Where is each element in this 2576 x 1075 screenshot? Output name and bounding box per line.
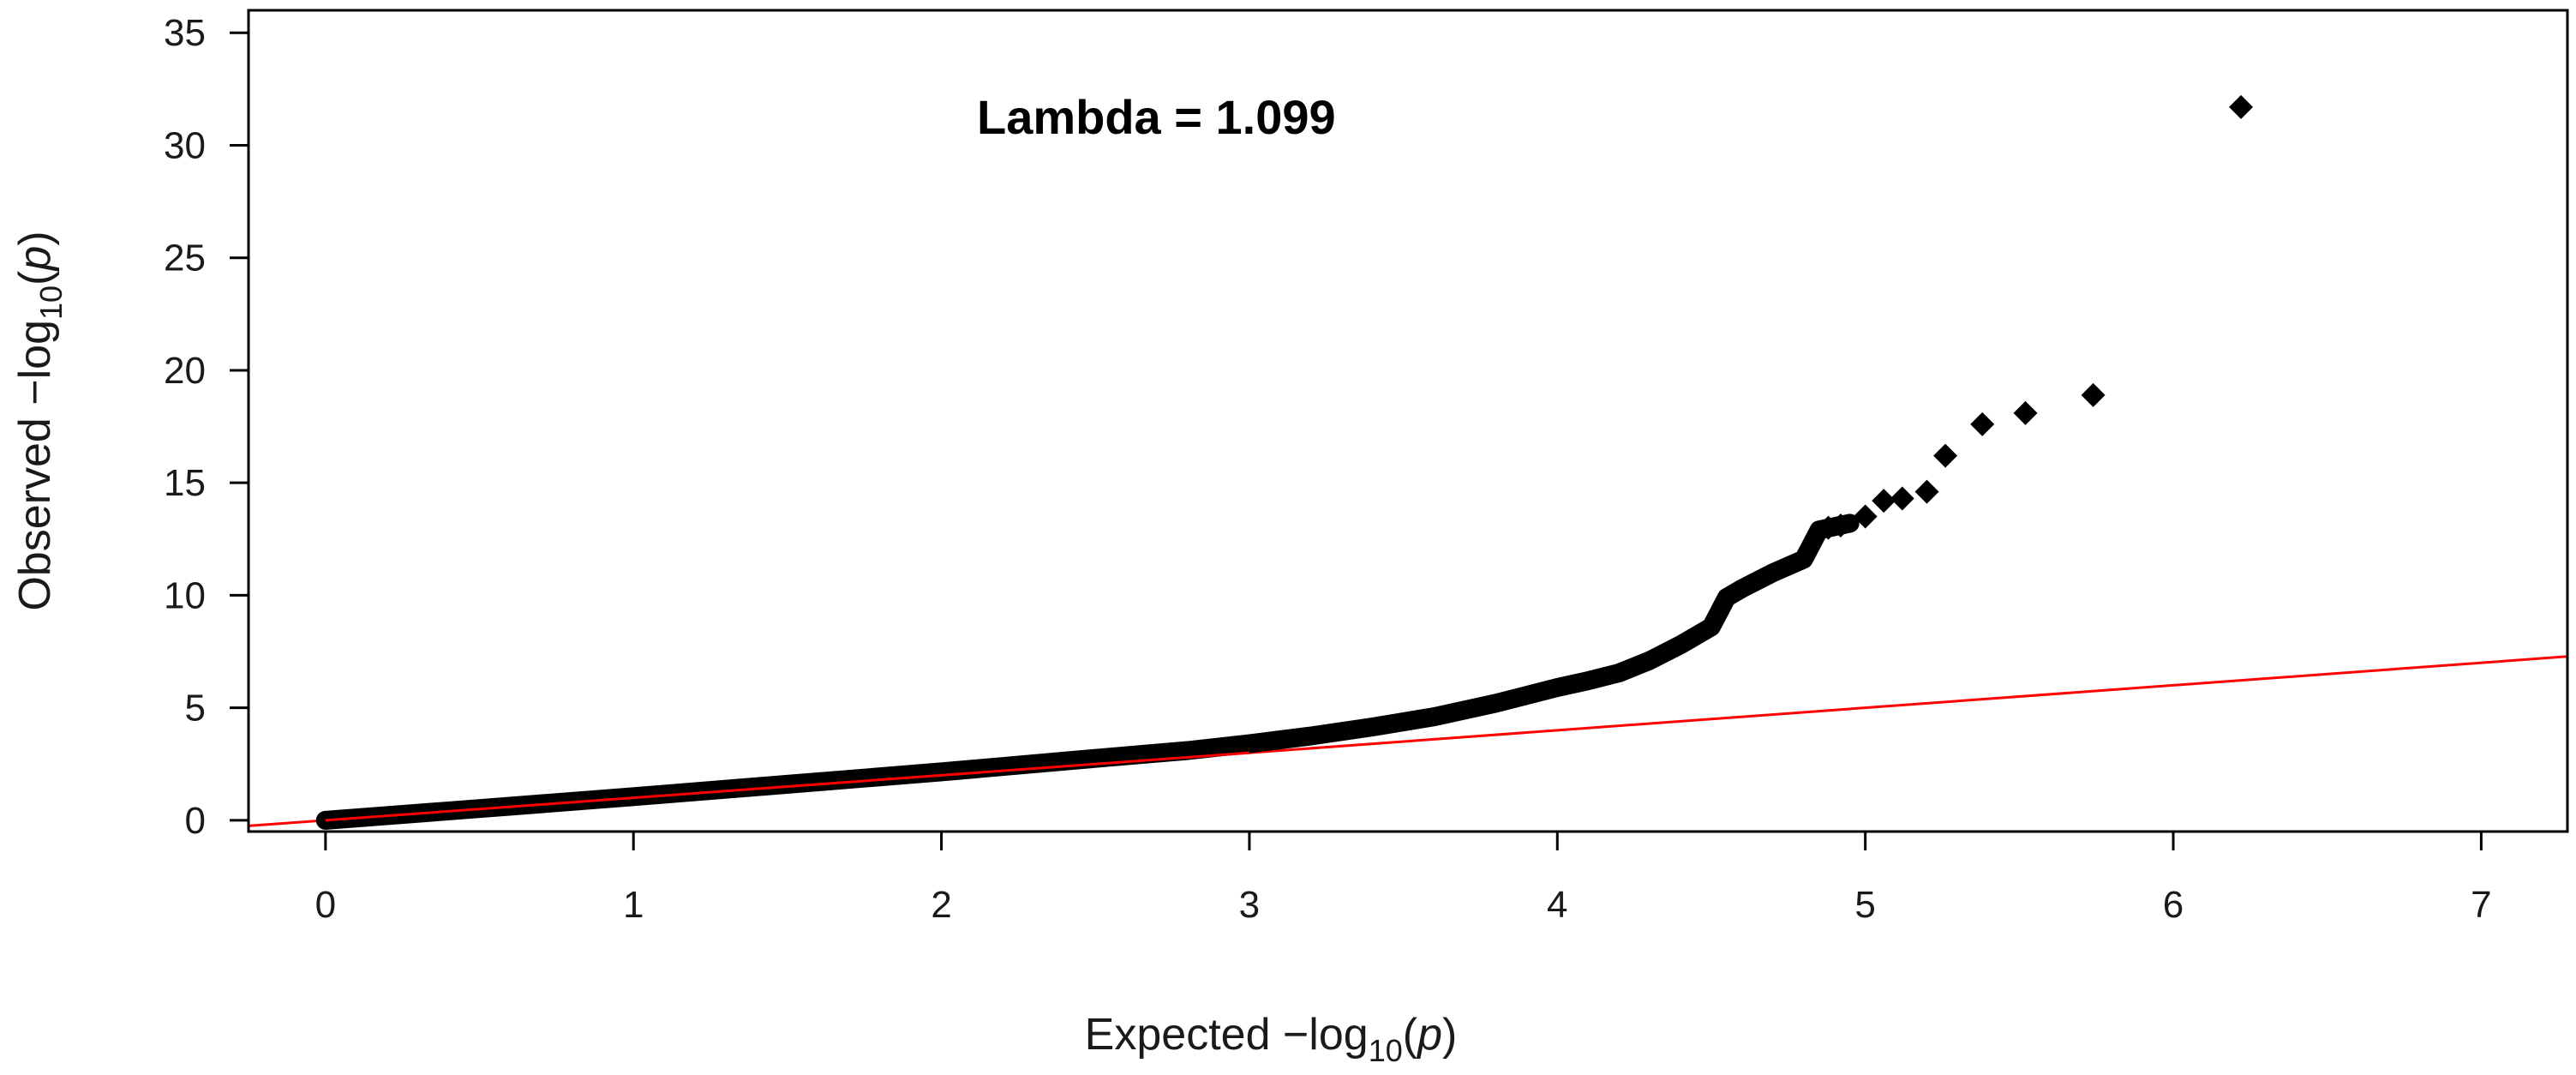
x-tick-label: 0 (315, 884, 336, 926)
y-tick-label: 5 (185, 688, 206, 730)
x-axis-title: Expected −log10(p) (1085, 1010, 1458, 1068)
data-point (1872, 489, 1896, 513)
data-point (2081, 382, 2106, 407)
data-point (1828, 513, 1853, 538)
data-point (1853, 504, 1878, 529)
y-tick-label: 20 (164, 350, 206, 392)
data-point (2229, 94, 2254, 119)
data-point (1970, 411, 1995, 436)
x-tick-label: 6 (2163, 884, 2184, 926)
lambda-annotation: Lambda = 1.099 (977, 90, 1336, 144)
plot-area (249, 94, 2567, 830)
observed-points-band (315, 513, 1860, 830)
x-axis-title-variable: p (1416, 1010, 1442, 1060)
x-tick-label: 2 (931, 884, 951, 926)
y-axis-title-close-paren: ) (10, 231, 60, 245)
y-axis-title: Observed −log10(p) (10, 231, 69, 610)
y-axis-title-open-paren: ( (10, 270, 60, 285)
plot-frame (247, 9, 2569, 833)
y-axis-title-subscript: 10 (33, 285, 69, 320)
x-axis-title-open-paren: ( (1403, 1010, 1418, 1060)
axes: 0 1 2 3 4 5 6 7 0 5 10 15 20 25 30 35 (164, 9, 2569, 926)
y-tick-label: 35 (164, 12, 206, 54)
x-tick-label: 1 (623, 884, 644, 926)
x-tick-label: 3 (1239, 884, 1260, 926)
x-tick-label: 4 (1547, 884, 1567, 926)
y-tick-label: 15 (164, 462, 206, 504)
y-tick-label: 25 (164, 237, 206, 279)
data-point (2013, 400, 2038, 425)
y-tick-label: 30 (164, 124, 206, 166)
x-axis-title-close-paren: ) (1442, 1010, 1457, 1060)
y-axis-title-prefix: Observed −log (10, 320, 60, 611)
y-tick-label: 10 (164, 574, 206, 616)
data-point (1914, 479, 1939, 504)
data-point (1890, 486, 1914, 511)
x-axis-title-subscript: 10 (1369, 1033, 1403, 1068)
y-axis-title-variable: p (10, 246, 60, 273)
x-tick-label: 5 (1854, 884, 1875, 926)
data-point (1933, 443, 1958, 468)
reference-line-overlay (325, 751, 1250, 822)
x-tick-label: 7 (2471, 884, 2491, 926)
y-tick-label: 0 (185, 800, 206, 842)
x-axis-title-prefix: Expected −log (1085, 1010, 1369, 1060)
